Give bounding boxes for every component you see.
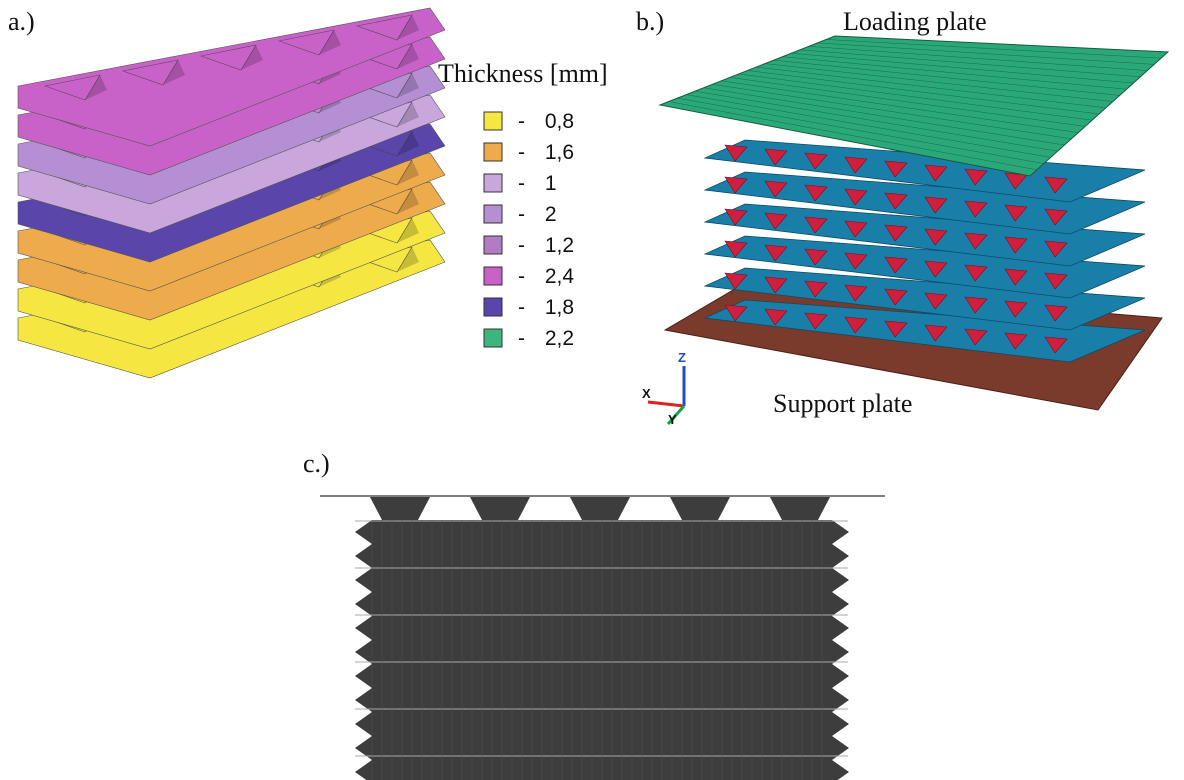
legend-label: - 1,8 — [518, 296, 574, 319]
axis-label: Y — [668, 412, 677, 427]
side-tooth — [832, 712, 849, 736]
legend-swatch — [484, 174, 502, 192]
side-tooth — [832, 568, 849, 592]
legend-label: - 2,2 — [518, 327, 574, 350]
legend-label: - 1 — [518, 172, 557, 195]
side-tooth — [355, 664, 372, 688]
side-tooth — [355, 760, 372, 780]
legend-title: Thickness [mm] — [438, 59, 608, 88]
legend-swatch — [484, 329, 502, 347]
side-tooth — [355, 592, 372, 616]
axis-x — [648, 402, 684, 406]
side-tooth — [355, 544, 372, 568]
hourglass-top — [770, 497, 830, 520]
legend-label: - 0,8 — [518, 110, 574, 133]
side-tooth — [832, 760, 849, 780]
legend-swatch — [484, 112, 502, 130]
legend-label: - 2 — [518, 203, 557, 226]
legend-swatch — [484, 143, 502, 161]
hourglass-top — [470, 497, 530, 520]
panel-label: c.) — [303, 449, 330, 478]
axis-label: X — [642, 386, 651, 401]
legend-swatch — [484, 236, 502, 254]
legend-label: - 1,6 — [518, 141, 574, 164]
legend-label: - 2,4 — [518, 265, 574, 288]
side-tooth — [355, 616, 372, 640]
legend-label: - 1,2 — [518, 234, 574, 257]
panel-b: Z X Y — [642, 36, 1168, 427]
plate-label: Loading plate — [843, 7, 987, 36]
side-tooth — [832, 688, 849, 712]
panel-c — [320, 496, 885, 780]
side-tooth — [832, 520, 849, 544]
side-tooth — [832, 544, 849, 568]
axis-label: Z — [678, 350, 686, 365]
legend-swatch — [484, 298, 502, 316]
hourglass-top — [570, 497, 630, 520]
side-tooth — [355, 688, 372, 712]
side-tooth — [832, 640, 849, 664]
legend-swatch — [484, 205, 502, 223]
side-tooth — [355, 568, 372, 592]
figure: - 0,8 - 1,6 - 1 - 2 - 1,2 - 2,4 - 1,8 - 2,2 Z X Y… — [0, 0, 1184, 780]
side-tooth — [355, 640, 372, 664]
side-tooth — [355, 712, 372, 736]
hourglass-top — [670, 497, 730, 520]
hourglass-top — [370, 497, 430, 520]
panel-label: a.) — [8, 7, 35, 36]
legend-swatch — [484, 267, 502, 285]
side-tooth — [832, 592, 849, 616]
side-tooth — [832, 616, 849, 640]
side-tooth — [355, 520, 372, 544]
side-tooth — [832, 664, 849, 688]
panel-label: b.) — [636, 7, 664, 36]
plate-label: Support plate — [773, 389, 912, 418]
